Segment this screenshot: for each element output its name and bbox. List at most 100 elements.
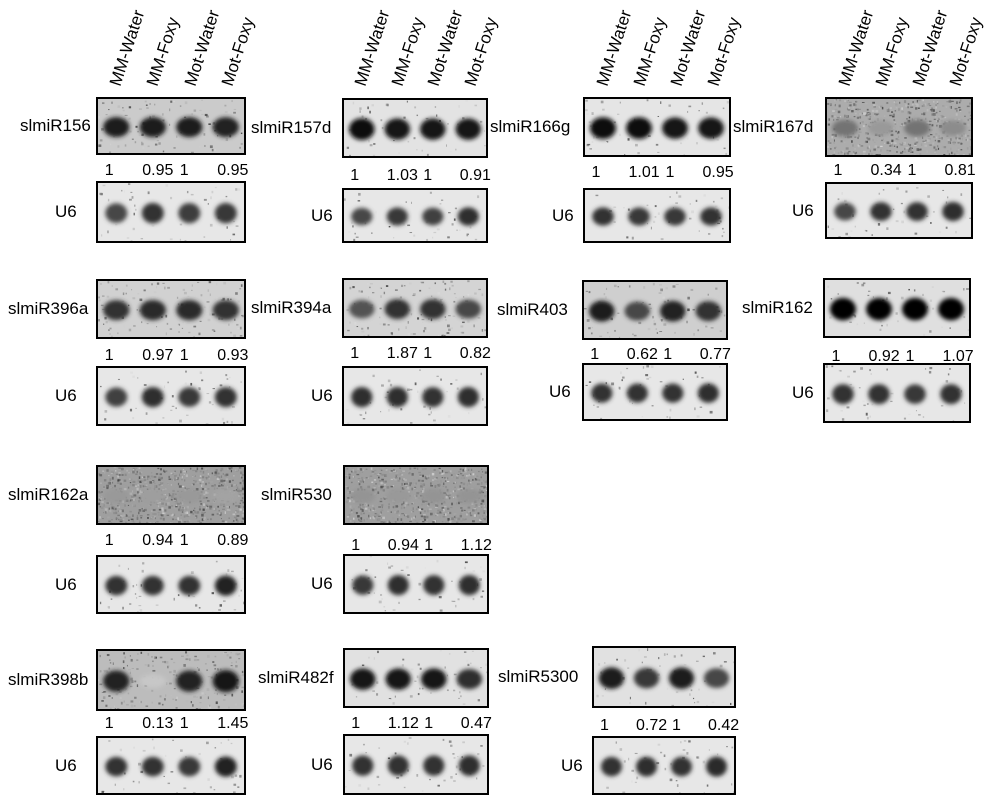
ratio-value: 1	[104, 715, 114, 732]
mirna-blot-image	[98, 467, 244, 523]
lane-label: MM-Foxy	[629, 15, 670, 89]
lane-label: MM-Foxy	[143, 15, 184, 89]
u6-blot-image	[98, 738, 244, 793]
band	[590, 117, 616, 140]
ratio-value: 1	[350, 167, 360, 184]
ratio-value: 1	[104, 347, 114, 364]
u6-blot	[96, 181, 246, 243]
band	[868, 384, 890, 405]
u6-blot	[96, 366, 246, 426]
mirna-label: slmiR396a	[8, 299, 89, 318]
mirna-blot	[96, 97, 246, 155]
mirna-blot	[583, 97, 731, 157]
ratio-value: 1	[423, 167, 433, 184]
ratio-value: 1	[179, 532, 189, 549]
mirna-blot	[342, 98, 488, 158]
mirna-blot-image	[825, 280, 969, 336]
u6-blot-image	[344, 190, 486, 241]
band	[832, 384, 854, 405]
lane-label: Mot-Water	[666, 7, 709, 89]
band	[866, 297, 892, 321]
band	[176, 117, 203, 138]
mirna-blot	[96, 279, 246, 339]
band	[214, 387, 237, 408]
ratio-value: 0.62	[626, 346, 658, 363]
band	[139, 299, 166, 321]
band	[178, 387, 201, 407]
ratio-value: 1.12	[460, 537, 492, 554]
ratio-value: 0.89	[217, 532, 249, 549]
band	[671, 756, 692, 777]
band	[458, 755, 480, 776]
band	[212, 669, 239, 693]
lane-label: Mot-Foxy	[460, 15, 501, 89]
mirna-label: slmiR403	[497, 300, 568, 319]
u6-blot	[343, 734, 489, 795]
u6-label: U6	[55, 755, 77, 775]
mirna-blot	[343, 465, 489, 525]
band	[601, 756, 622, 777]
ratio-value: 0.82	[459, 345, 491, 362]
u6-blot-image	[345, 736, 487, 793]
mirna-blot-image	[344, 100, 486, 156]
mirna-blot-image	[98, 281, 244, 337]
band	[455, 118, 482, 140]
band	[698, 117, 724, 139]
ratio-value: 0.93	[217, 347, 249, 364]
band	[349, 299, 375, 319]
band	[628, 207, 650, 226]
band	[350, 488, 376, 504]
mirna-blot-image	[98, 99, 244, 153]
band	[384, 118, 411, 140]
u6-label: U6	[552, 205, 574, 225]
band	[834, 202, 856, 221]
band	[697, 383, 719, 403]
u6-blot	[96, 736, 246, 795]
u6-blot-image	[827, 184, 971, 237]
lane-label: MM-Water	[105, 7, 149, 89]
ratio-value: 0.92	[868, 348, 900, 365]
band	[668, 667, 695, 689]
ratio-value: 0.81	[944, 162, 976, 179]
mirna-label: slmiR162	[742, 298, 813, 317]
ratio-value: 1.87	[386, 345, 418, 362]
band	[420, 299, 446, 320]
ratio-value: 1.45	[217, 715, 249, 732]
band	[385, 488, 412, 504]
band	[592, 207, 614, 226]
band	[352, 755, 374, 776]
band	[422, 207, 444, 226]
band	[386, 207, 408, 226]
mirna-blot-image	[344, 280, 486, 336]
band	[139, 674, 166, 688]
band	[904, 384, 926, 404]
lane-label: MM-Water	[592, 7, 635, 89]
band	[456, 488, 483, 504]
band	[662, 383, 684, 403]
ratio-value: 1	[351, 715, 361, 732]
band	[421, 488, 447, 504]
lane-label: Mot-Foxy	[945, 15, 986, 89]
band	[940, 384, 962, 405]
mirna-blot	[96, 465, 246, 525]
band	[938, 297, 964, 321]
band	[664, 207, 686, 226]
mirna-label: slmiR530	[261, 485, 332, 504]
lane-label: MM-Foxy	[387, 15, 428, 89]
band	[458, 575, 480, 596]
lane-label: Mot-Water	[424, 7, 467, 89]
band	[626, 383, 648, 403]
band	[212, 300, 239, 321]
ratio-value: 0.42	[708, 717, 740, 734]
mirna-blot-image	[594, 648, 734, 706]
band	[212, 488, 239, 504]
u6-blot-image	[345, 556, 487, 612]
u6-label: U6	[55, 202, 77, 221]
band	[832, 119, 858, 137]
ratio-value: 1	[600, 717, 609, 734]
u6-blot	[342, 366, 488, 426]
mirna-blot-image	[98, 651, 244, 709]
band	[457, 387, 479, 408]
u6-blot	[583, 188, 731, 243]
mirna-blot	[342, 278, 488, 338]
